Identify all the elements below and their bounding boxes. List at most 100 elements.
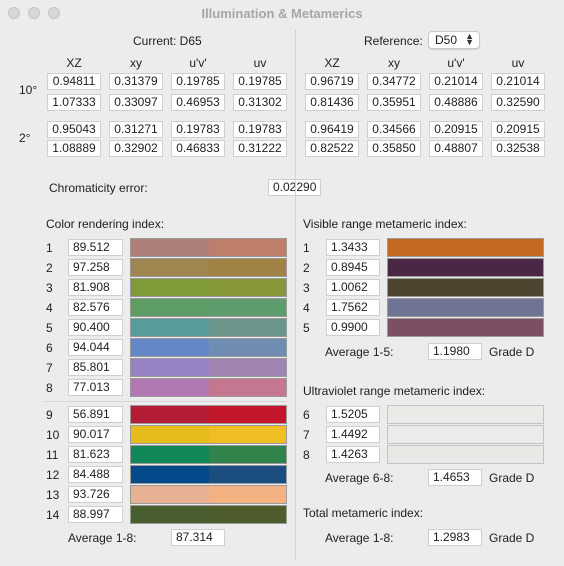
- cri-color-swatch: [130, 358, 287, 377]
- current-value-field[interactable]: 0.32902: [109, 140, 163, 157]
- cri-index-label: 7: [46, 361, 53, 375]
- visible-value-field[interactable]: 1.3433: [326, 239, 380, 256]
- visible-value-field[interactable]: 0.8945: [326, 259, 380, 276]
- reference-value-field[interactable]: 0.34772: [367, 73, 421, 90]
- cri-swatch-reference: [208, 359, 286, 376]
- cri-index-label: 10: [46, 428, 60, 442]
- cri-value-field[interactable]: 90.017: [68, 426, 123, 443]
- cri-color-swatch: [130, 505, 287, 524]
- uv-index-label: 6: [303, 408, 310, 422]
- reference-value-field[interactable]: 0.35850: [367, 140, 421, 157]
- cri-color-swatch: [130, 318, 287, 337]
- reference-value-field[interactable]: 0.21014: [491, 73, 545, 90]
- current-value-field[interactable]: 0.95043: [47, 121, 101, 138]
- current-value-field[interactable]: 1.07333: [47, 94, 101, 111]
- reference-value-field[interactable]: 0.34566: [367, 121, 421, 138]
- reference-illuminant-value: D50: [435, 33, 458, 47]
- zoom-window-button[interactable]: [48, 7, 60, 19]
- current-value-field[interactable]: 0.46953: [171, 94, 225, 111]
- reference-value-field[interactable]: 0.20915: [429, 121, 483, 138]
- cri-swatch-reference: [208, 279, 286, 296]
- current-value-field[interactable]: 0.19783: [233, 121, 287, 138]
- current-value-field[interactable]: 0.19785: [171, 73, 225, 90]
- cri-value-field[interactable]: 84.488: [68, 466, 123, 483]
- minimize-window-button[interactable]: [28, 7, 40, 19]
- uv-average-field[interactable]: 1.4653: [428, 469, 482, 486]
- title-bar[interactable]: Illumination & Metamerics: [0, 0, 564, 28]
- cri-color-swatch: [130, 258, 287, 277]
- cri-color-swatch: [130, 445, 287, 464]
- chromaticity-error-label: Chromaticity error:: [49, 181, 148, 195]
- reference-col-header: xy: [388, 56, 400, 70]
- current-value-field[interactable]: 0.46833: [171, 140, 225, 157]
- visible-index-label: 3: [303, 281, 310, 295]
- current-value-field[interactable]: 0.31271: [109, 121, 163, 138]
- cri-value-field[interactable]: 94.044: [68, 339, 123, 356]
- cri-index-label: 6: [46, 341, 53, 355]
- cri-average-label: Average 1-8:: [68, 531, 137, 545]
- cri-swatch-sample: [131, 426, 209, 443]
- visible-color-swatch: [387, 278, 544, 297]
- reference-value-field[interactable]: 0.20915: [491, 121, 545, 138]
- reference-value-field[interactable]: 0.96719: [305, 73, 359, 90]
- cri-swatch-reference: [208, 446, 286, 463]
- cri-group-divider: [44, 401, 287, 402]
- cri-value-field[interactable]: 56.891: [68, 406, 123, 423]
- reference-value-field[interactable]: 0.48807: [429, 140, 483, 157]
- cri-value-field[interactable]: 93.726: [68, 486, 123, 503]
- reference-illuminant-popup[interactable]: D50 ▲ ▼: [428, 31, 480, 49]
- cri-index-label: 9: [46, 408, 53, 422]
- reference-value-field[interactable]: 0.82522: [305, 140, 359, 157]
- total-title: Total metameric index:: [303, 506, 424, 520]
- reference-value-field[interactable]: 0.32590: [491, 94, 545, 111]
- current-value-field[interactable]: 0.31222: [233, 140, 287, 157]
- observer-10-label: 10°: [19, 83, 38, 97]
- cri-index-label: 13: [46, 488, 60, 502]
- uv-index-label: 7: [303, 428, 310, 442]
- current-value-field[interactable]: 0.94811: [47, 73, 101, 90]
- current-value-field[interactable]: 0.31379: [109, 73, 163, 90]
- current-value-field[interactable]: 0.33097: [109, 94, 163, 111]
- uv-value-field[interactable]: 1.4492: [326, 426, 380, 443]
- cri-swatch-sample: [131, 486, 209, 503]
- current-value-field[interactable]: 0.19783: [171, 121, 225, 138]
- current-value-field[interactable]: 1.08889: [47, 140, 101, 157]
- cri-value-field[interactable]: 82.576: [68, 299, 123, 316]
- reference-value-field[interactable]: 0.48886: [429, 94, 483, 111]
- cri-value-field[interactable]: 81.623: [68, 446, 123, 463]
- cri-value-field[interactable]: 81.908: [68, 279, 123, 296]
- cri-swatch-sample: [131, 379, 209, 396]
- visible-average-field[interactable]: 1.1980: [428, 343, 482, 360]
- reference-value-field[interactable]: 0.32538: [491, 140, 545, 157]
- reference-value-field[interactable]: 0.96419: [305, 121, 359, 138]
- cri-value-field[interactable]: 89.512: [68, 239, 123, 256]
- cri-swatch-reference: [208, 239, 286, 256]
- total-average-field[interactable]: 1.2983: [428, 529, 482, 546]
- visible-value-field[interactable]: 1.7562: [326, 299, 380, 316]
- cri-value-field[interactable]: 90.400: [68, 319, 123, 336]
- cri-value-field[interactable]: 85.801: [68, 359, 123, 376]
- uv-value-field[interactable]: 1.5205: [326, 406, 380, 423]
- cri-value-field[interactable]: 97.258: [68, 259, 123, 276]
- cri-value-field[interactable]: 88.997: [68, 506, 123, 523]
- visible-color-swatch: [387, 298, 544, 317]
- visible-value-field[interactable]: 1.0062: [326, 279, 380, 296]
- visible-value-field[interactable]: 0.9900: [326, 319, 380, 336]
- uv-value-field[interactable]: 1.4263: [326, 446, 380, 463]
- cri-swatch-reference: [208, 406, 286, 423]
- visible-title: Visible range metameric index:: [303, 217, 467, 231]
- close-window-button[interactable]: [8, 7, 20, 19]
- cri-value-field[interactable]: 77.013: [68, 379, 123, 396]
- cri-average-field[interactable]: 87.314: [171, 529, 225, 546]
- reference-value-field[interactable]: 0.21014: [429, 73, 483, 90]
- current-value-field[interactable]: 0.19785: [233, 73, 287, 90]
- visible-index-label: 2: [303, 261, 310, 275]
- visible-average-label: Average 1-5:: [325, 345, 394, 359]
- current-value-field[interactable]: 0.31302: [233, 94, 287, 111]
- chromaticity-error-field[interactable]: 0.02290: [268, 179, 321, 196]
- uv-color-swatch: [387, 445, 544, 464]
- reference-value-field[interactable]: 0.81436: [305, 94, 359, 111]
- reference-value-field[interactable]: 0.35951: [367, 94, 421, 111]
- cri-swatch-reference: [208, 319, 286, 336]
- cri-color-swatch: [130, 338, 287, 357]
